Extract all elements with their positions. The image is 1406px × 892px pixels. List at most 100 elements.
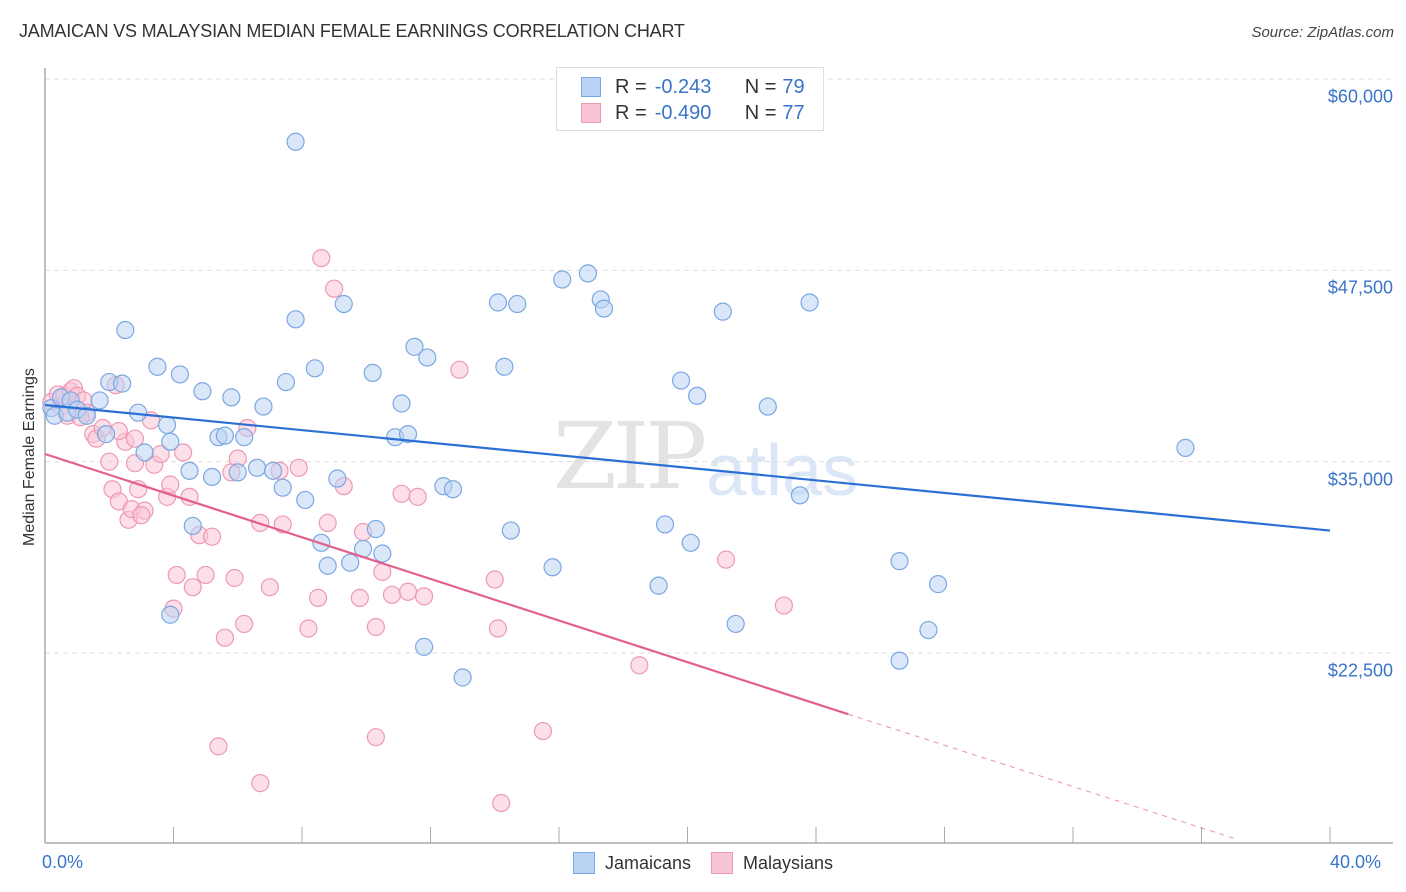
data-point[interactable]	[495, 357, 514, 376]
data-point[interactable]	[325, 279, 344, 298]
data-point[interactable]	[790, 486, 810, 505]
data-point[interactable]	[453, 668, 472, 687]
data-point[interactable]	[100, 452, 119, 471]
data-point[interactable]	[800, 293, 819, 312]
data-point[interactable]	[553, 270, 572, 289]
data-point[interactable]	[209, 737, 228, 756]
data-point[interactable]	[392, 394, 411, 413]
data-point[interactable]	[112, 374, 132, 393]
data-point[interactable]	[543, 558, 562, 577]
data-point[interactable]	[125, 429, 145, 448]
data-point[interactable]	[312, 248, 331, 268]
data-point[interactable]	[398, 582, 418, 601]
data-point[interactable]	[276, 372, 296, 392]
data-point[interactable]	[77, 406, 96, 425]
data-point[interactable]	[161, 475, 180, 494]
data-point[interactable]	[180, 461, 199, 480]
data-point[interactable]	[418, 348, 437, 367]
data-point[interactable]	[308, 588, 328, 607]
data-point[interactable]	[215, 426, 234, 445]
data-point[interactable]	[228, 463, 247, 482]
data-point[interactable]	[148, 357, 167, 376]
data-point[interactable]	[366, 728, 385, 747]
data-point[interactable]	[363, 363, 382, 382]
data-point[interactable]	[366, 519, 385, 539]
data-point[interactable]	[170, 365, 190, 384]
data-point[interactable]	[132, 506, 151, 525]
data-point[interactable]	[373, 544, 392, 563]
data-point[interactable]	[414, 637, 434, 656]
data-point[interactable]	[655, 515, 675, 534]
data-point[interactable]	[890, 651, 909, 670]
data-point[interactable]	[485, 570, 504, 589]
data-point[interactable]	[90, 391, 109, 410]
data-point[interactable]	[235, 428, 254, 447]
data-point[interactable]	[167, 565, 186, 585]
data-point[interactable]	[286, 132, 305, 151]
data-point[interactable]	[235, 614, 254, 634]
data-point[interactable]	[225, 568, 244, 588]
data-point[interactable]	[681, 533, 700, 552]
data-point[interactable]	[286, 310, 305, 329]
data-point[interactable]	[716, 550, 736, 569]
data-point[interactable]	[488, 293, 508, 312]
data-point[interactable]	[193, 382, 212, 401]
data-point[interactable]	[222, 388, 241, 407]
data-point[interactable]	[183, 516, 202, 536]
data-point[interactable]	[157, 415, 177, 435]
legend-item-jamaicans[interactable]: Jamaicans	[572, 852, 691, 874]
data-point[interactable]	[202, 467, 222, 487]
data-point[interactable]	[96, 425, 116, 444]
data-point[interactable]	[726, 614, 745, 634]
data-point[interactable]	[161, 605, 180, 624]
data-point[interactable]	[350, 588, 369, 607]
data-point[interactable]	[215, 628, 234, 647]
data-point[interactable]	[305, 359, 324, 378]
data-point[interactable]	[318, 556, 337, 575]
data-point[interactable]	[713, 302, 732, 321]
data-point[interactable]	[533, 721, 553, 741]
data-point[interactable]	[328, 469, 347, 488]
data-point[interactable]	[135, 443, 154, 462]
data-point[interactable]	[774, 596, 793, 615]
data-point[interactable]	[488, 619, 508, 638]
data-point[interactable]	[414, 587, 434, 606]
data-point[interactable]	[630, 656, 649, 675]
data-point[interactable]	[299, 619, 318, 638]
data-point[interactable]	[334, 294, 353, 314]
data-point[interactable]	[919, 620, 938, 640]
data-point[interactable]	[758, 397, 777, 416]
data-point[interactable]	[649, 576, 668, 595]
data-point[interactable]	[260, 578, 279, 597]
data-point[interactable]	[1176, 438, 1195, 457]
data-point[interactable]	[392, 484, 411, 503]
data-point[interactable]	[174, 443, 193, 462]
data-point[interactable]	[688, 386, 707, 405]
data-point[interactable]	[405, 337, 424, 356]
data-point[interactable]	[296, 490, 315, 510]
data-point[interactable]	[263, 461, 283, 480]
data-point[interactable]	[508, 294, 527, 314]
data-point[interactable]	[578, 264, 598, 283]
data-point[interactable]	[492, 793, 511, 813]
data-point[interactable]	[202, 527, 222, 546]
data-point[interactable]	[161, 432, 180, 451]
data-point[interactable]	[341, 553, 360, 572]
data-point[interactable]	[366, 617, 385, 637]
data-point[interactable]	[254, 397, 273, 416]
data-point[interactable]	[450, 360, 469, 379]
data-point[interactable]	[289, 458, 308, 477]
data-point[interactable]	[116, 320, 135, 340]
data-point[interactable]	[398, 425, 418, 444]
data-point[interactable]	[501, 521, 520, 540]
data-point[interactable]	[671, 371, 691, 390]
data-point[interactable]	[251, 774, 270, 793]
data-point[interactable]	[594, 299, 614, 318]
data-point[interactable]	[408, 487, 427, 506]
data-point[interactable]	[928, 575, 948, 594]
legend-item-malaysians[interactable]: Malaysians	[711, 852, 833, 874]
data-point[interactable]	[247, 458, 267, 477]
data-point[interactable]	[890, 552, 909, 571]
data-point[interactable]	[318, 513, 337, 532]
data-point[interactable]	[273, 478, 292, 497]
